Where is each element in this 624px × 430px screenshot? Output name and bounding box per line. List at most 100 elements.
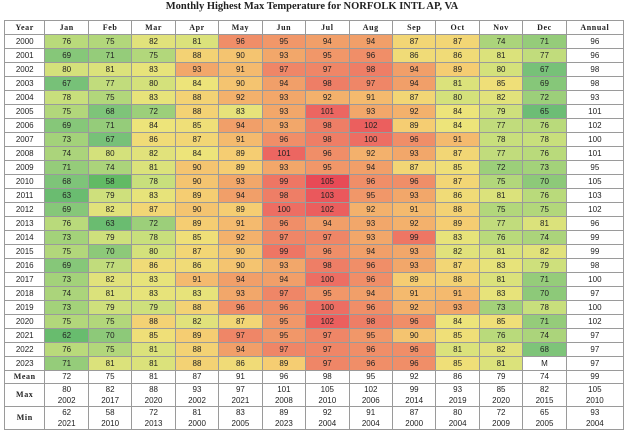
max-value: 82: [105, 385, 115, 394]
min-value: 58: [105, 408, 115, 417]
heatmap-cell: 68: [522, 342, 567, 357]
heatmap-cell: 102: [305, 314, 350, 329]
chart-title: Monthly Highest Max Temperature for NORF…: [165, 1, 459, 12]
table-row: 2012 69 82 87 90 89 100 102 92 91 88 75 75 102: [3, 202, 624, 217]
heatmap-cell: 94: [391, 62, 437, 77]
heatmap-cell: 80: [435, 90, 480, 105]
heatmap-cell: 87: [391, 34, 437, 49]
heatmap-cell: 81: [478, 48, 524, 63]
column-header-apr: Apr: [174, 20, 220, 35]
heatmap-cell: 93: [391, 146, 437, 161]
heatmap-cell: 83: [435, 230, 480, 245]
column-header-nov: Nov: [478, 20, 524, 35]
heatmap-cell: 81: [87, 62, 133, 77]
max-year: 2002: [57, 396, 76, 405]
min-value: 81: [192, 408, 202, 417]
temperature-table: Year Jan Feb Mar Apr May Jun Jul Aug Sep Oct Nov Dec…: [3, 20, 624, 430]
heatmap-cell: 73: [478, 300, 524, 315]
max-value: 105: [588, 385, 602, 394]
heatmap-cell: 83: [478, 286, 524, 301]
table-row: 2003 67 77 80 84 90 94 98 97 94 81 85 69 98: [3, 76, 624, 91]
heatmap-cell: 82: [87, 202, 133, 217]
heatmap-cell: 97: [305, 328, 350, 343]
heatmap-cell: 76: [522, 118, 567, 133]
heatmap-cell: 101: [305, 104, 350, 119]
heatmap-cell: 67: [44, 76, 89, 91]
heatmap-cell: 94: [348, 244, 393, 259]
heatmap-cell: 70: [522, 286, 567, 301]
heatmap-cell: 96: [348, 258, 393, 273]
heatmap-cell: 83: [131, 272, 176, 287]
heatmap-cell: 91: [174, 272, 220, 287]
heatmap-cell: 84: [435, 104, 480, 119]
year-cell: 2022: [3, 342, 46, 357]
heatmap-cell: 67: [522, 62, 567, 77]
heatmap-cell: 92: [391, 104, 437, 119]
heatmap-cell: 89: [435, 62, 480, 77]
column-header-may: May: [218, 20, 263, 35]
year-cell: 2003: [3, 76, 46, 91]
heatmap-cell: 88: [435, 272, 480, 287]
heatmap-cell: 97: [348, 76, 393, 91]
heatmap-cell: 93: [391, 258, 437, 273]
heatmap-cell: 77: [478, 216, 524, 231]
heatmap-cell: 95: [305, 48, 350, 63]
table-row: 2018 74 81 83 83 93 97 95 94 91 91 83 70 97: [3, 286, 624, 301]
heatmap-cell: 84: [435, 314, 480, 329]
min-value: 62: [62, 408, 72, 417]
table-row: 2015 75 70 80 87 90 99 96 94 93 82 81 82 99: [3, 244, 624, 259]
heatmap-cell: 96: [261, 132, 307, 147]
heatmap-cell: 83: [131, 286, 176, 301]
heatmap-cell: 75: [44, 244, 89, 259]
heatmap-cell: 93: [261, 118, 307, 133]
min-cell: 72 2013: [131, 406, 176, 430]
year-cell: 2017: [3, 272, 46, 287]
heatmap-cell: 93: [348, 104, 393, 119]
heatmap-cell: 79: [87, 300, 133, 315]
heatmap-cell: 79: [87, 230, 133, 245]
min-year: 2000: [188, 419, 206, 428]
max-cell: 88 2020: [131, 383, 176, 407]
max-value: 93: [453, 385, 463, 394]
heatmap-cell: 100: [261, 202, 307, 217]
heatmap-cell: 90: [174, 202, 220, 217]
heatmap-cell: 85: [435, 328, 480, 343]
heatmap-cell: 95: [348, 328, 393, 343]
annual-cell: 102: [565, 118, 624, 133]
heatmap-cell: 93: [261, 90, 307, 105]
annual-cell: 100: [565, 300, 624, 315]
heatmap-cell: 91: [218, 132, 263, 147]
annual-cell: 101: [565, 146, 624, 161]
annual-cell: 105: [565, 174, 624, 189]
max-cell: 101 2008: [261, 383, 307, 407]
table-row: 2016 69 77 86 86 90 93 98 96 93 87 83 79 98: [3, 258, 624, 273]
heatmap-cell: 96: [391, 314, 437, 329]
table-row: 2023 71 81 81 88 86 89 97 96 96 85 81 M 97: [3, 356, 624, 371]
max-label: Max: [3, 383, 46, 407]
annual-cell: 102: [565, 202, 624, 217]
heatmap-cell: 82: [435, 244, 480, 259]
heatmap-cell: 87: [131, 202, 176, 217]
annual-cell: 103: [565, 188, 624, 203]
heatmap-cell: 72: [131, 104, 176, 119]
min-cell: 92 2004: [305, 406, 350, 430]
heatmap-cell: 96: [391, 132, 437, 147]
min-year: 2021: [57, 419, 76, 428]
heatmap-cell: 97: [261, 342, 307, 357]
heatmap-cell: 71: [522, 272, 567, 287]
heatmap-cell: 91: [348, 90, 393, 105]
heatmap-cell: 96: [218, 300, 263, 315]
heatmap-cell: 93: [261, 160, 307, 175]
heatmap-cell: 93: [348, 216, 393, 231]
min-cell: 80 2004: [435, 406, 480, 430]
heatmap-cell: 99: [261, 244, 307, 259]
heatmap-cell: 82: [131, 146, 176, 161]
heatmap-cell: 69: [44, 48, 89, 63]
year-cell: 2015: [3, 244, 46, 259]
heatmap-cell: 76: [44, 34, 89, 49]
max-year: 2010: [318, 396, 337, 405]
year-cell: 2012: [3, 202, 46, 217]
max-value: 99: [409, 385, 419, 394]
heatmap-cell: 69: [44, 258, 89, 273]
heatmap-cell: 80: [478, 62, 524, 77]
